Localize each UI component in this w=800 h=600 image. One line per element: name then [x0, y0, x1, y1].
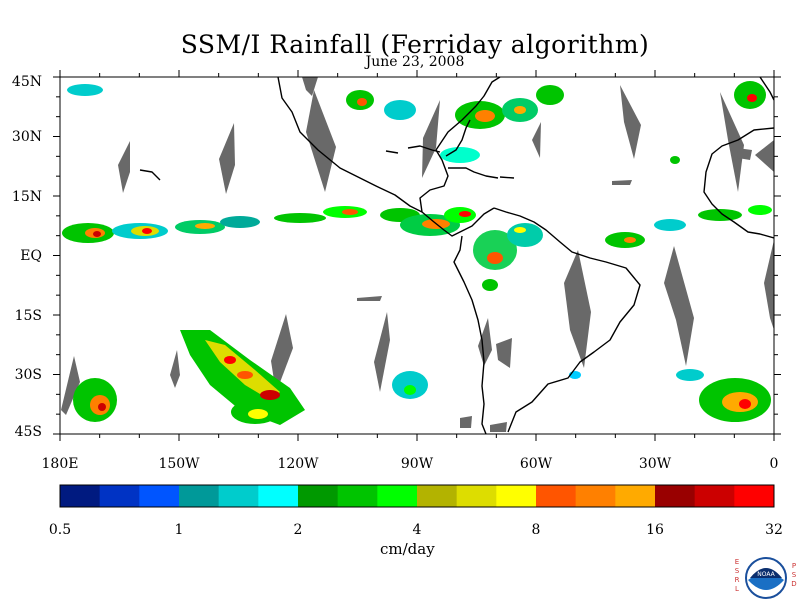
- lon-label-60w: 60W: [519, 456, 553, 472]
- colorbar-tick-4: 4: [412, 522, 422, 538]
- colorbar-tick-2: 2: [293, 522, 303, 538]
- rain-patches: [62, 81, 772, 425]
- lat-label-45n: 45N: [11, 74, 42, 90]
- colorbar-tick-32: 32: [765, 522, 783, 538]
- lat-label-eq: EQ: [20, 248, 42, 264]
- lon-label-120w: 120W: [277, 456, 319, 472]
- coastlines: [139, 77, 774, 434]
- lon-label-150w: 150W: [158, 456, 200, 472]
- noaa-emblem-icon: NOAA: [745, 557, 787, 599]
- lon-label-30w: 30W: [638, 456, 672, 472]
- lat-label-30s: 30S: [14, 367, 42, 383]
- lon-label-90w: 90W: [400, 456, 434, 472]
- missing-data-swaths: [61, 77, 774, 432]
- map-title: SSM/I Rainfall (Ferriday algorithm): [180, 30, 650, 59]
- lat-label-15n: 15N: [11, 189, 42, 205]
- colorbar-tick-16: 16: [646, 522, 664, 538]
- lat-label-45s: 45S: [14, 424, 42, 440]
- colorbar-tick-8: 8: [531, 522, 541, 538]
- lon-label-180e: 180E: [41, 456, 79, 472]
- svg-text:NOAA: NOAA: [757, 571, 775, 578]
- lon-label-0: 0: [769, 456, 779, 472]
- map-date: June 23, 2008: [365, 54, 465, 70]
- lat-label-15s: 15S: [14, 308, 42, 324]
- colorbar-tick-0.5: 0.5: [48, 522, 72, 538]
- colorbar-tick-1: 1: [174, 522, 184, 538]
- lat-label-30n: 30N: [11, 129, 42, 145]
- colorbar-units: cm/day: [380, 540, 435, 558]
